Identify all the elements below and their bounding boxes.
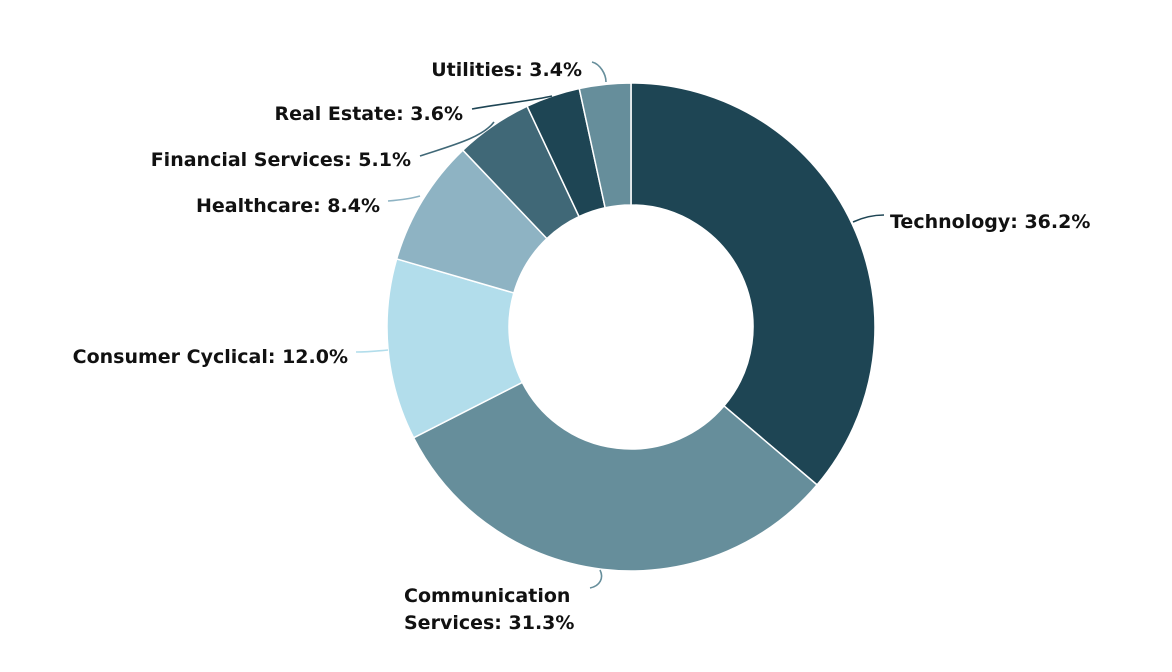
connector-communication-services — [589, 569, 603, 589]
label-consumer-cyclical: Consumer Cyclical: 12.0% — [73, 346, 348, 368]
connector-consumer-cyclical — [355, 349, 389, 353]
connector-utilities — [591, 61, 607, 83]
slices-layer — [386, 82, 876, 572]
connector-real-estate — [471, 95, 553, 110]
labels-layer: Technology: 36.2% Communication Services: … — [73, 59, 1091, 634]
label-technology: Technology: 36.2% — [890, 211, 1090, 233]
slice-technology[interactable] — [630, 82, 876, 486]
connector-healthcare — [387, 195, 421, 202]
connector-technology — [852, 214, 885, 223]
slice-consumer-cyclical[interactable] — [386, 257, 524, 439]
label-healthcare: Healthcare: 8.4% — [196, 195, 380, 217]
label-financial-services: Financial Services: 5.1% — [151, 149, 411, 171]
slice-utilities[interactable] — [578, 82, 632, 209]
label-communication-services: Communication Services: 31.3% — [404, 585, 574, 634]
connector-financial-services — [419, 121, 495, 157]
label-real-estate: Real Estate: 3.6% — [274, 103, 463, 125]
slice-communication-services[interactable] — [412, 381, 819, 572]
label-utilities: Utilities: 3.4% — [431, 59, 582, 81]
connectors-layer — [355, 61, 885, 589]
